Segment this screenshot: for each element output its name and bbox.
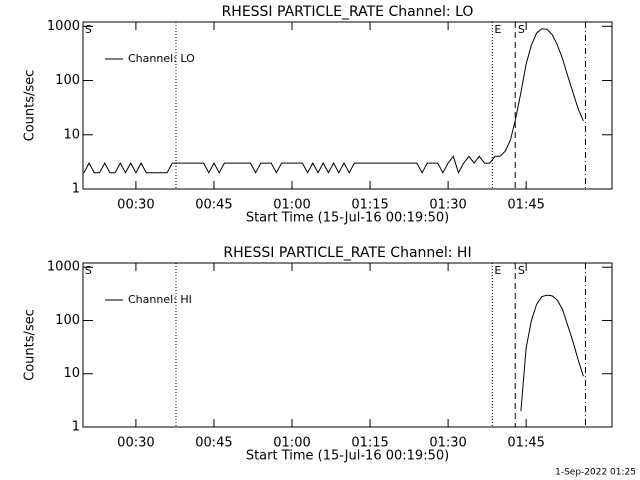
y-tick-label: 1000: [47, 19, 80, 34]
event-label: S: [85, 264, 92, 277]
y-axis-label: Counts/sec: [23, 70, 38, 142]
event-label: E: [494, 264, 501, 277]
chart-title: RHESSI PARTICLE_RATE Channel: HI: [223, 245, 471, 261]
event-label: S: [85, 23, 92, 36]
x-tick-label: 01:15: [351, 198, 388, 213]
legend-label: Channel: LO: [128, 52, 195, 65]
y-tick-label: 100: [55, 313, 80, 328]
plot-frame: [82, 21, 613, 190]
x-tick-label: 00:30: [117, 198, 154, 213]
x-tick-label: 01:15: [351, 436, 388, 451]
x-tick-label: 01:00: [273, 436, 310, 451]
data-line: [520, 294, 584, 412]
x-tick-label: 01:00: [273, 198, 310, 213]
x-tick-label: 01:45: [507, 198, 544, 213]
y-axis-label: Counts/sec: [23, 309, 38, 381]
event-label: S: [518, 264, 525, 277]
chart-title: RHESSI PARTICLE_RATE Channel: LO: [222, 4, 474, 20]
x-tick-label: 01:30: [429, 198, 466, 213]
y-tick-label: 1000: [47, 260, 80, 275]
x-tick-label: 00:30: [117, 436, 154, 451]
legend-label: Channel: HI: [128, 293, 192, 306]
x-tick-label: 01:30: [429, 436, 466, 451]
data-line: [83, 28, 584, 174]
plot-frame: [82, 262, 613, 428]
y-tick-label: 100: [55, 73, 80, 88]
y-tick-label: 10: [63, 366, 80, 381]
x-tick-label: 01:45: [507, 436, 544, 451]
y-tick-label: 1: [72, 182, 80, 197]
footer: 1-Sep-2022 01:25: [555, 468, 636, 478]
x-tick-label: 00:45: [195, 436, 232, 451]
x-tick-label: 00:45: [195, 198, 232, 213]
x-axis-label: Start Time (15-Jul-16 00:19:50): [246, 449, 449, 464]
x-axis-label: Start Time (15-Jul-16 00:19:50): [246, 211, 449, 226]
y-tick-label: 1: [72, 420, 80, 435]
event-label: E: [494, 23, 501, 36]
event-label: S: [518, 23, 525, 36]
y-tick-label: 10: [63, 127, 80, 142]
